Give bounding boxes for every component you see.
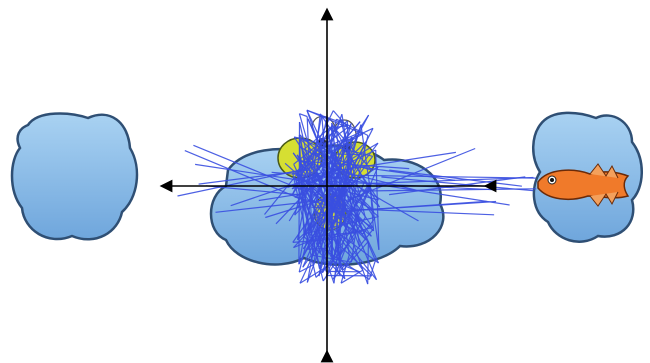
trajectory-segment — [389, 169, 522, 187]
trajectory-segment — [333, 153, 363, 156]
trajectory-segment — [351, 196, 375, 229]
trajectory-segment — [332, 110, 349, 128]
trajectory-segment — [330, 124, 362, 233]
trajectory-segment — [184, 150, 307, 202]
trajectory-segment — [311, 206, 495, 216]
trajectory-segment — [359, 166, 456, 181]
trajectory-segment — [332, 185, 348, 262]
trajectory-segment — [331, 124, 373, 171]
trajectory-segment — [339, 114, 370, 160]
trajectory-segment — [328, 127, 374, 150]
trajectory-segment — [323, 200, 497, 214]
trajectory-segment — [299, 113, 308, 118]
trajectory-segment — [300, 160, 410, 170]
trajectory-segment — [293, 120, 348, 165]
trajectory-segment — [344, 147, 476, 202]
trajectory-segment — [303, 212, 318, 235]
trajectory-segment — [340, 255, 350, 284]
left-puddle — [10, 112, 139, 241]
trajectory-segment — [306, 110, 369, 285]
trajectory-segment — [298, 135, 301, 172]
fish-icon — [537, 163, 630, 207]
trajectory-segment — [353, 174, 537, 179]
trajectory-segment — [296, 114, 323, 240]
trajectory-segment — [300, 189, 311, 238]
trajectory-segment — [195, 163, 309, 183]
trajectory-segment — [333, 118, 342, 138]
trajectory-segment — [342, 241, 369, 271]
trajectory-segment — [367, 241, 369, 285]
